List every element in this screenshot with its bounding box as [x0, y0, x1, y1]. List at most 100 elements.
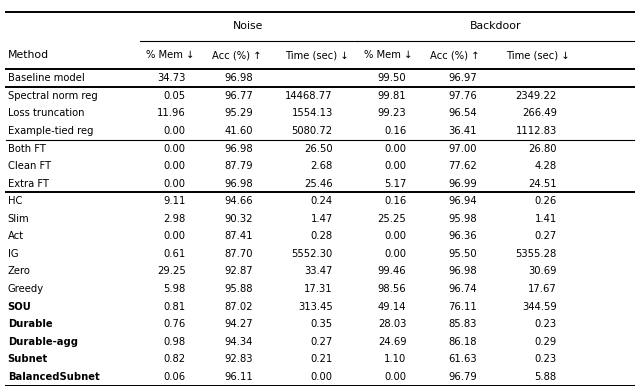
Text: 95.98: 95.98	[448, 214, 477, 224]
Text: 24.51: 24.51	[528, 179, 557, 189]
Text: 0.29: 0.29	[534, 337, 557, 347]
Text: 9.11: 9.11	[163, 196, 186, 206]
Text: 96.74: 96.74	[448, 284, 477, 294]
Text: 24.69: 24.69	[378, 337, 406, 347]
Text: 30.69: 30.69	[528, 266, 557, 276]
Text: 0.00: 0.00	[385, 231, 406, 241]
Text: 0.00: 0.00	[164, 126, 186, 136]
Text: 0.27: 0.27	[310, 337, 333, 347]
Text: 76.11: 76.11	[448, 301, 477, 312]
Text: 95.50: 95.50	[448, 249, 477, 259]
Text: 61.63: 61.63	[448, 354, 477, 364]
Text: 25.25: 25.25	[378, 214, 406, 224]
Text: 0.61: 0.61	[163, 249, 186, 259]
Text: 87.02: 87.02	[224, 301, 253, 312]
Text: Extra FT: Extra FT	[8, 179, 49, 189]
Text: BalancedSubnet: BalancedSubnet	[8, 372, 99, 382]
Text: 94.66: 94.66	[224, 196, 253, 206]
Text: 1112.83: 1112.83	[516, 126, 557, 136]
Text: % Mem ↓: % Mem ↓	[364, 50, 412, 60]
Text: 77.62: 77.62	[448, 161, 477, 171]
Text: 49.14: 49.14	[378, 301, 406, 312]
Text: 344.59: 344.59	[522, 301, 557, 312]
Text: Subnet: Subnet	[8, 354, 48, 364]
Text: 99.23: 99.23	[378, 108, 406, 119]
Text: 0.06: 0.06	[163, 372, 186, 382]
Text: Noise: Noise	[233, 21, 264, 31]
Text: 5.88: 5.88	[534, 372, 557, 382]
Text: 0.21: 0.21	[310, 354, 333, 364]
Text: 313.45: 313.45	[298, 301, 333, 312]
Text: 0.81: 0.81	[163, 301, 186, 312]
Text: Zero: Zero	[8, 266, 31, 276]
Text: 99.46: 99.46	[378, 266, 406, 276]
Text: 94.34: 94.34	[225, 337, 253, 347]
Text: 36.41: 36.41	[448, 126, 477, 136]
Text: 0.27: 0.27	[534, 231, 557, 241]
Text: 96.97: 96.97	[448, 73, 477, 83]
Text: 25.46: 25.46	[304, 179, 333, 189]
Text: 99.81: 99.81	[378, 91, 406, 101]
Text: 0.98: 0.98	[163, 337, 186, 347]
Text: SOU: SOU	[8, 301, 31, 312]
Text: Acc (%) ↑: Acc (%) ↑	[212, 50, 262, 60]
Text: 0.00: 0.00	[164, 161, 186, 171]
Text: Loss truncation: Loss truncation	[8, 108, 84, 119]
Text: 0.00: 0.00	[385, 161, 406, 171]
Text: 26.80: 26.80	[528, 144, 557, 154]
Text: Backdoor: Backdoor	[470, 21, 521, 31]
Text: 2349.22: 2349.22	[516, 91, 557, 101]
Text: 92.87: 92.87	[224, 266, 253, 276]
Text: Act: Act	[8, 231, 24, 241]
Text: 0.35: 0.35	[310, 319, 333, 329]
Text: 87.70: 87.70	[224, 249, 253, 259]
Text: Durable-agg: Durable-agg	[8, 337, 77, 347]
Text: 0.16: 0.16	[384, 126, 406, 136]
Text: 94.27: 94.27	[224, 319, 253, 329]
Text: 17.67: 17.67	[528, 284, 557, 294]
Text: 0.00: 0.00	[164, 179, 186, 189]
Text: 28.03: 28.03	[378, 319, 406, 329]
Text: 33.47: 33.47	[305, 266, 333, 276]
Text: IG: IG	[8, 249, 19, 259]
Text: 95.29: 95.29	[224, 108, 253, 119]
Text: 11.96: 11.96	[157, 108, 186, 119]
Text: Time (sec) ↓: Time (sec) ↓	[285, 50, 348, 60]
Text: 96.98: 96.98	[448, 266, 477, 276]
Text: 96.79: 96.79	[448, 372, 477, 382]
Text: 96.36: 96.36	[448, 231, 477, 241]
Text: Baseline model: Baseline model	[8, 73, 84, 83]
Text: 96.98: 96.98	[224, 179, 253, 189]
Text: 96.77: 96.77	[224, 91, 253, 101]
Text: 86.18: 86.18	[448, 337, 477, 347]
Text: 0.16: 0.16	[384, 196, 406, 206]
Text: Example-tied reg: Example-tied reg	[8, 126, 93, 136]
Text: Clean FT: Clean FT	[8, 161, 51, 171]
Text: 29.25: 29.25	[157, 266, 186, 276]
Text: 1554.13: 1554.13	[292, 108, 333, 119]
Text: 34.73: 34.73	[157, 73, 186, 83]
Text: 0.05: 0.05	[163, 91, 186, 101]
Text: 5.98: 5.98	[163, 284, 186, 294]
Text: 1.41: 1.41	[534, 214, 557, 224]
Text: 87.79: 87.79	[224, 161, 253, 171]
Text: 41.60: 41.60	[224, 126, 253, 136]
Text: 0.82: 0.82	[163, 354, 186, 364]
Text: 0.00: 0.00	[164, 144, 186, 154]
Text: 1.10: 1.10	[384, 354, 406, 364]
Text: 0.00: 0.00	[385, 372, 406, 382]
Text: 95.88: 95.88	[224, 284, 253, 294]
Text: Method: Method	[8, 50, 49, 60]
Text: 14468.77: 14468.77	[285, 91, 333, 101]
Text: 96.98: 96.98	[224, 73, 253, 83]
Text: 97.76: 97.76	[448, 91, 477, 101]
Text: 0.00: 0.00	[311, 372, 333, 382]
Text: 0.24: 0.24	[310, 196, 333, 206]
Text: 96.94: 96.94	[448, 196, 477, 206]
Text: HC: HC	[8, 196, 22, 206]
Text: 2.68: 2.68	[310, 161, 333, 171]
Text: Time (sec) ↓: Time (sec) ↓	[506, 50, 569, 60]
Text: 5.17: 5.17	[384, 179, 406, 189]
Text: 0.00: 0.00	[385, 249, 406, 259]
Text: 17.31: 17.31	[304, 284, 333, 294]
